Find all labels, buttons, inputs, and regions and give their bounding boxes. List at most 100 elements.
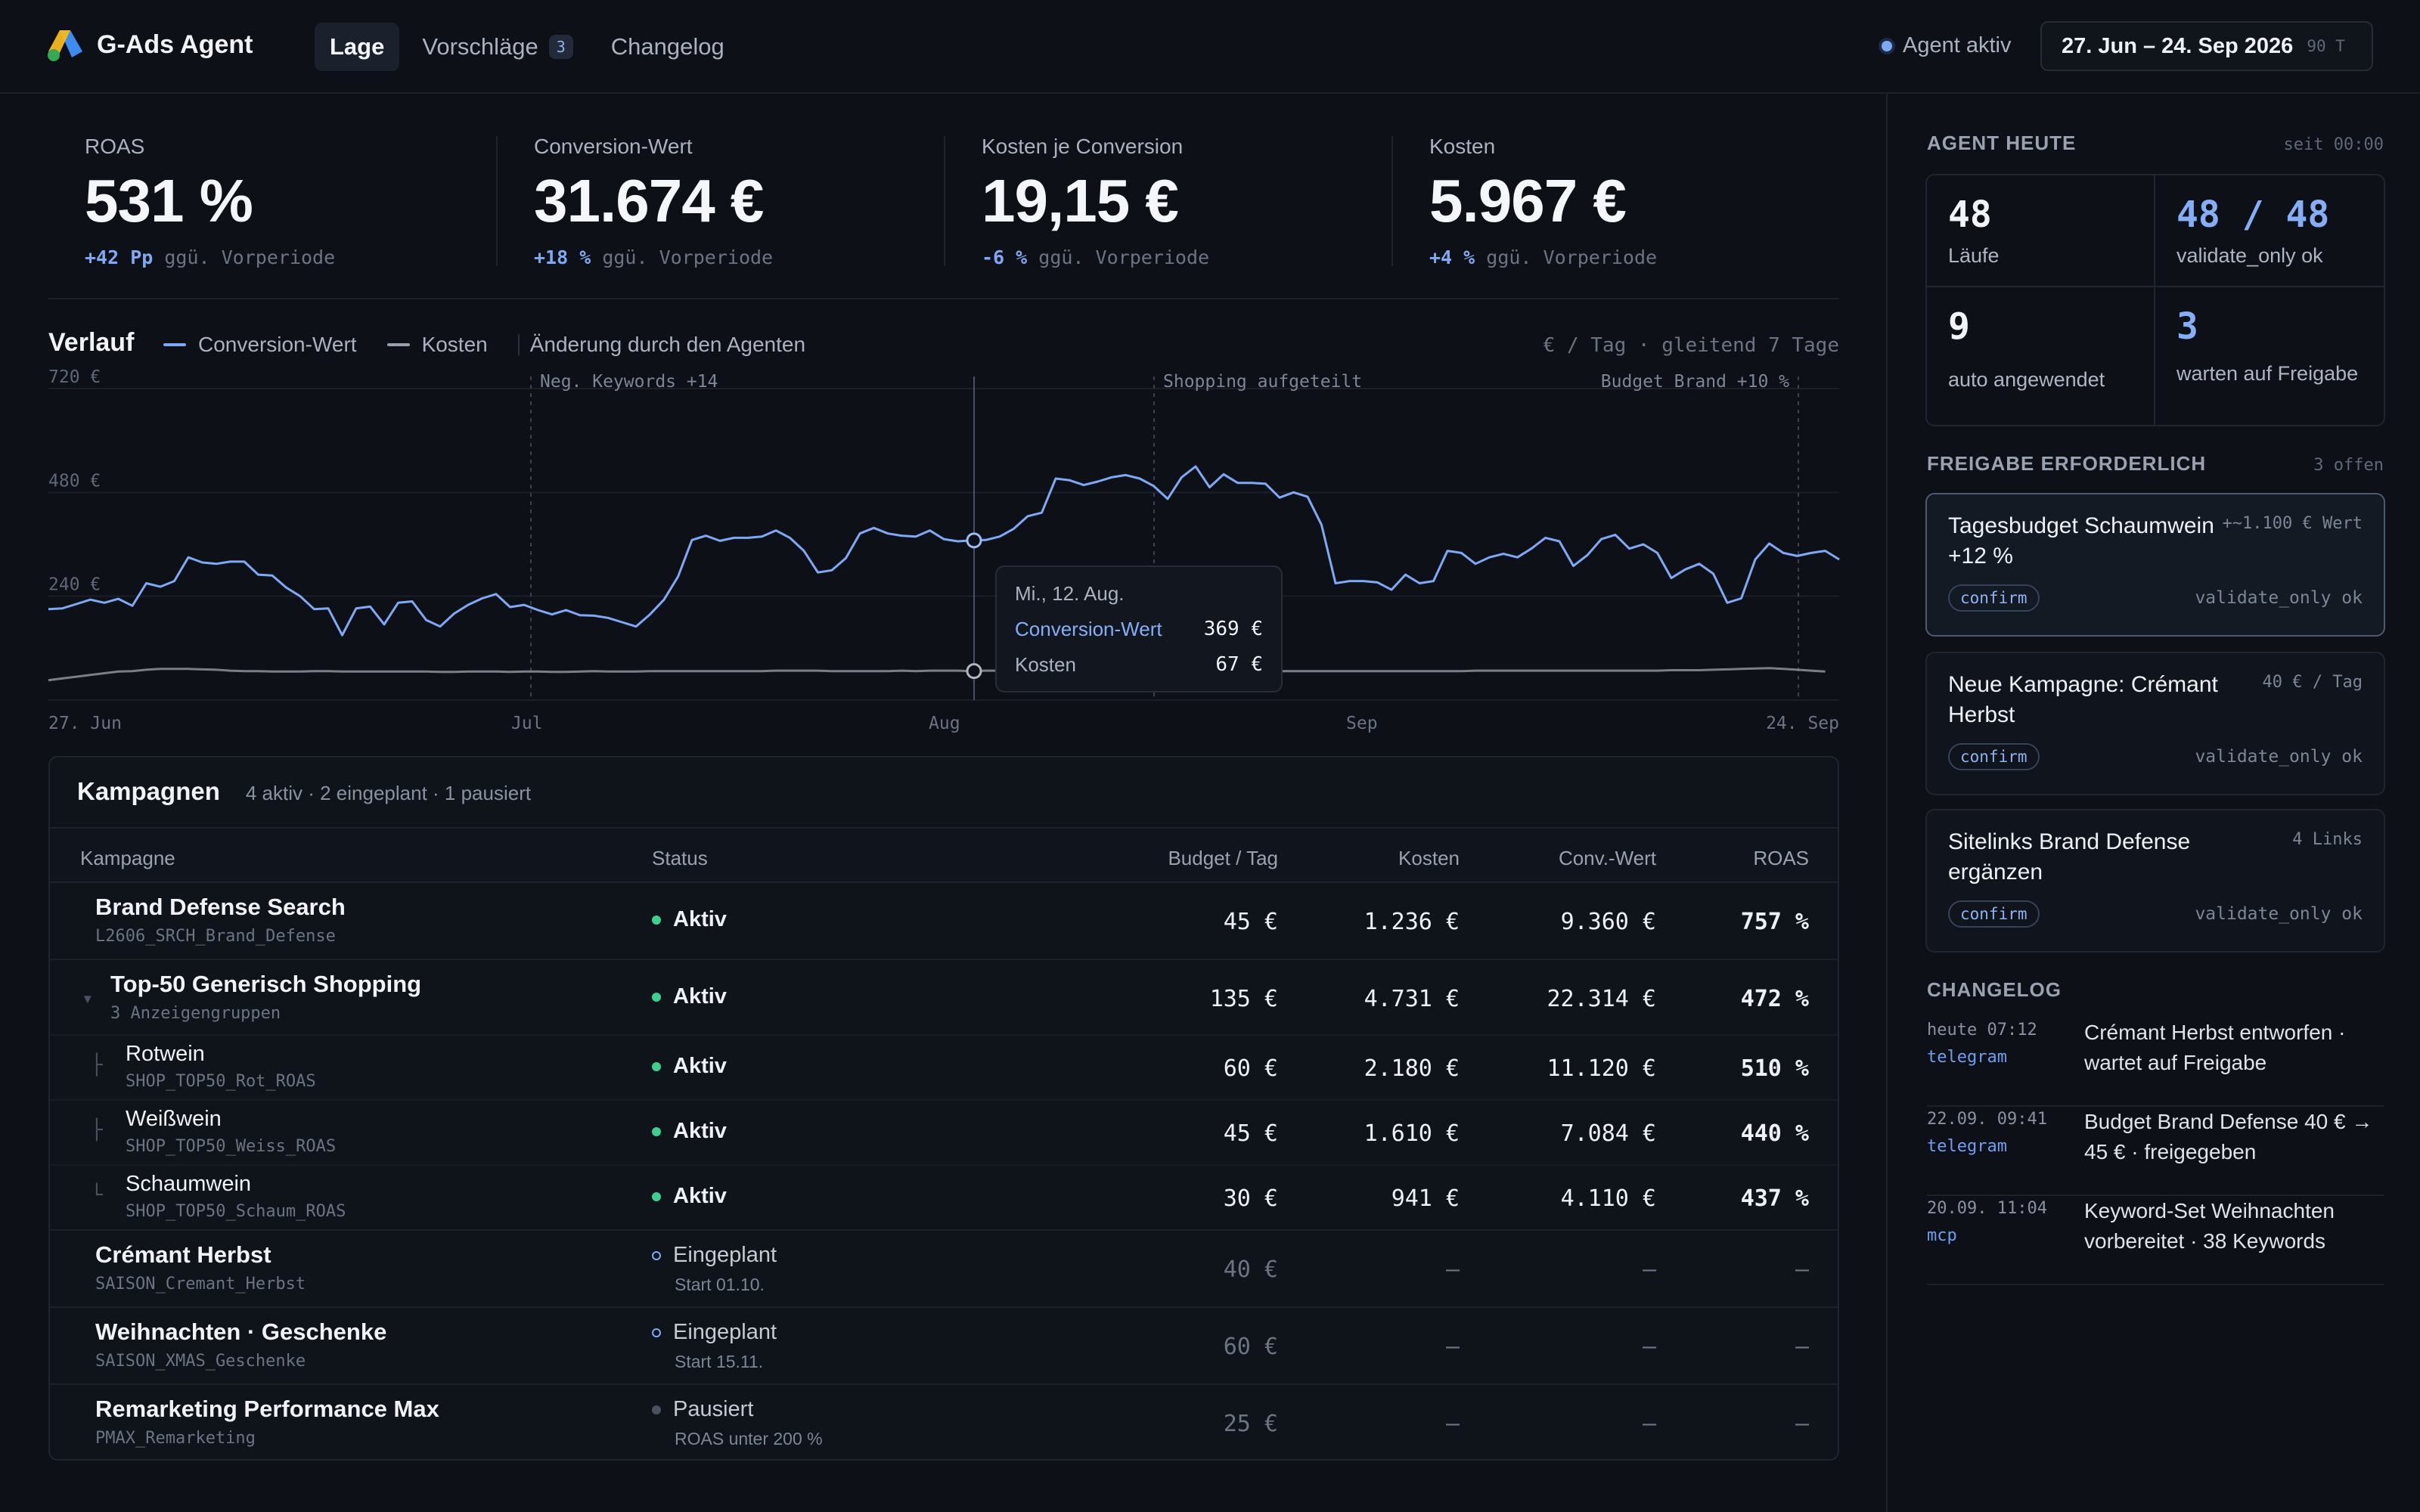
campaign-code: L2606_SRCH_Brand_Defense xyxy=(95,927,336,946)
section-meta: 3 offen xyxy=(2313,456,2384,475)
kpi-compare: ggü. Vorperiode xyxy=(1486,246,1658,268)
divider xyxy=(48,298,1839,299)
table-row[interactable]: ├ Weißwein SHOP_TOP50_Weiss_ROAS Aktiv 4… xyxy=(50,1101,1838,1166)
column-header[interactable]: Budget / Tag xyxy=(1168,847,1278,869)
campaigns-title: Kampagnen xyxy=(77,777,220,805)
tooltip-row-cost: Kosten 67 € xyxy=(1015,653,1263,677)
approval-title: Sitelinks Brand Defense ergänzen xyxy=(1948,829,2191,885)
kpi-label: ROAS xyxy=(85,135,145,158)
annotation-label: Budget Brand +10 % xyxy=(1601,372,1789,392)
y-tick-label: 720 € xyxy=(48,367,101,387)
table-row[interactable]: Weihnachten · Geschenke SAISON_XMAS_Gesc… xyxy=(50,1308,1838,1385)
budget-cell: 45 € xyxy=(1223,909,1278,935)
table-row[interactable]: ├ Rotwein SHOP_TOP50_Rot_ROAS Aktiv 60 €… xyxy=(50,1036,1838,1101)
log-source: mcp xyxy=(1927,1226,1957,1245)
changelog-entry[interactable]: 22.09. 09:41 telegram Budget Brand Defen… xyxy=(1927,1107,2384,1196)
status-badge: Aktiv xyxy=(652,1184,727,1209)
tab-changelog[interactable]: Changelog xyxy=(596,23,740,71)
approvals-header: FREIGABE ERFORDERLICH 3 offen xyxy=(1927,452,2384,476)
approval-card[interactable]: Neue Kampagne: Crémant Herbst 40 € / Tag… xyxy=(1925,652,2385,795)
expand-chevron-icon[interactable]: ▾ xyxy=(82,987,94,1010)
column-header[interactable]: Kosten xyxy=(1398,847,1460,869)
chart-meta: € / Tag · gleitend 7 Tage xyxy=(1543,334,1839,357)
roas-cell: 440 % xyxy=(1740,1120,1809,1147)
legend-label: Kosten xyxy=(421,333,488,356)
kpi-delta: +42 Pp ggü. Vorperiode xyxy=(85,246,508,268)
approval-card[interactable]: Sitelinks Brand Defense ergänzen 4 Links… xyxy=(1925,809,2385,953)
section-meta: seit 00:00 xyxy=(2283,135,2384,154)
app-title: G-Ads Agent xyxy=(97,30,253,59)
validation-status: validate_only ok xyxy=(2195,904,2363,925)
status-label: Aktiv xyxy=(673,1119,727,1143)
budget-cell: 25 € xyxy=(1223,1411,1278,1437)
suggestions-count-badge: 3 xyxy=(548,35,573,59)
x-tick-label: Jul xyxy=(511,714,543,733)
google-ads-logo-icon xyxy=(48,30,82,61)
campaign-name: Brand Defense Search xyxy=(95,894,346,920)
log-source: telegram xyxy=(1927,1048,2007,1067)
kpi-cost-per-conversion: Kosten je Conversion 19,15 € -6 % ggü. V… xyxy=(982,135,1405,268)
validation-status: validate_only ok xyxy=(2195,588,2363,609)
column-header[interactable]: ROAS xyxy=(1753,847,1809,869)
budget-cell: 135 € xyxy=(1209,986,1278,1012)
agent-stats-grid: 48 Läufe 48 / 48 validate_only ok 9 auto… xyxy=(1925,174,2385,426)
budget-cell: 60 € xyxy=(1223,1055,1278,1082)
confirm-button[interactable]: confirm xyxy=(1948,743,2040,771)
stat-value: 3 xyxy=(2176,305,2198,348)
status-badge: Eingeplant xyxy=(652,1320,777,1345)
value-cell: 9.360 € xyxy=(1560,909,1656,935)
performance-chart[interactable]: 720 € 480 € 240 € 27. Jun Jul Aug Sep 24. Sep Ne… xyxy=(0,355,1845,741)
kpi-cost: Kosten 5.967 € +4 % ggü. Vorperiode xyxy=(1429,135,1853,268)
table-row[interactable]: Crémant Herbst SAISON_Cremant_Herbst Ein… xyxy=(50,1231,1838,1308)
campaign-name: Weihnachten · Geschenke xyxy=(95,1318,387,1345)
changelog-entry[interactable]: heute 07:12 telegram Crémant Herbst entw… xyxy=(1927,1018,2384,1107)
legend-cost[interactable]: Kosten xyxy=(386,333,488,357)
approval-title: Neue Kampagne: Crémant Herbst xyxy=(1948,672,2218,727)
campaign-name: Crémant Herbst xyxy=(95,1241,271,1268)
campaign-code: 3 Anzeigengruppen xyxy=(110,1004,281,1023)
column-header[interactable]: Kampagne xyxy=(80,847,175,869)
adgroup-code: SHOP_TOP50_Weiss_ROAS xyxy=(126,1137,337,1156)
agent-side-panel: AGENT HEUTE seit 00:00 48 Läufe 48 / 48 … xyxy=(1886,94,2420,1512)
status-badge: Aktiv xyxy=(652,984,727,1009)
legend-conversion-value[interactable]: Conversion-Wert xyxy=(163,333,357,357)
approval-card[interactable]: Tagesbudget Schaumwein +12 % +~1.100 € W… xyxy=(1925,493,2385,637)
column-header[interactable]: Status xyxy=(652,847,708,869)
section-title: FREIGABE ERFORDERLICH xyxy=(1927,452,2207,475)
annotation-label: Neg. Keywords +14 xyxy=(540,372,718,392)
status-paused-icon xyxy=(652,1405,661,1414)
cost-cell: — xyxy=(1445,1411,1460,1437)
roas-cell: 437 % xyxy=(1740,1185,1809,1212)
chart-title: Verlauf xyxy=(48,328,135,357)
section-title: CHANGELOG xyxy=(1927,978,2062,1001)
kpi-roas: ROAS 531 % +42 Pp ggü. Vorperiode xyxy=(85,135,508,268)
table-row[interactable]: Remarketing Performance Max PMAX_Remarke… xyxy=(50,1385,1838,1459)
kpi-conversion-value: Conversion-Wert 31.674 € +18 % ggü. Vorp… xyxy=(534,135,957,268)
campaigns-summary: 4 aktiv · 2 eingeplant · 1 pausiert xyxy=(245,782,532,804)
tab-lage[interactable]: Lage xyxy=(315,23,400,71)
table-row[interactable]: ▾ Top-50 Generisch Shopping 3 Anzeigengr… xyxy=(50,960,1838,1036)
tooltip-row-value: Conversion-Wert 369 € xyxy=(1015,618,1263,641)
date-range-label: 27. Jun – 24. Sep 2026 xyxy=(2062,33,2294,58)
kpi-divider xyxy=(944,136,945,266)
campaigns-header: Kampagnen 4 aktiv · 2 eingeplant · 1 pau… xyxy=(77,777,531,806)
date-range-picker[interactable]: 27. Jun – 24. Sep 2026 90 T xyxy=(2040,21,2373,71)
tab-label: Changelog xyxy=(610,33,724,60)
cost-cell: 2.180 € xyxy=(1364,1055,1460,1082)
status-label: Eingeplant xyxy=(673,1243,777,1267)
date-range-days: 90 T xyxy=(2307,37,2345,55)
table-row[interactable]: Brand Defense Search L2606_SRCH_Brand_De… xyxy=(50,883,1838,960)
changelog-entry[interactable]: 20.09. 11:04 mcp Keyword-Set Weihnachten… xyxy=(1927,1196,2384,1285)
log-text: Crémant Herbst entworfen · wartet auf Fr… xyxy=(2084,1021,2346,1074)
tab-vorschlaege[interactable]: Vorschläge 3 xyxy=(407,23,588,71)
status-badge: Eingeplant xyxy=(652,1243,777,1268)
table-row[interactable]: └ Schaumwein SHOP_TOP50_Schaum_ROAS Akti… xyxy=(50,1166,1838,1231)
confirm-button[interactable]: confirm xyxy=(1948,900,2040,928)
agent-status: Agent aktiv xyxy=(1882,33,2011,58)
column-header[interactable]: Conv.-Wert xyxy=(1558,847,1656,869)
status-label: Aktiv xyxy=(673,1184,727,1208)
confirm-button[interactable]: confirm xyxy=(1948,584,2040,612)
value-cell: 4.110 € xyxy=(1560,1185,1656,1212)
kpi-delta: +4 % ggü. Vorperiode xyxy=(1429,246,1853,268)
x-tick-label: Sep xyxy=(1346,714,1378,733)
